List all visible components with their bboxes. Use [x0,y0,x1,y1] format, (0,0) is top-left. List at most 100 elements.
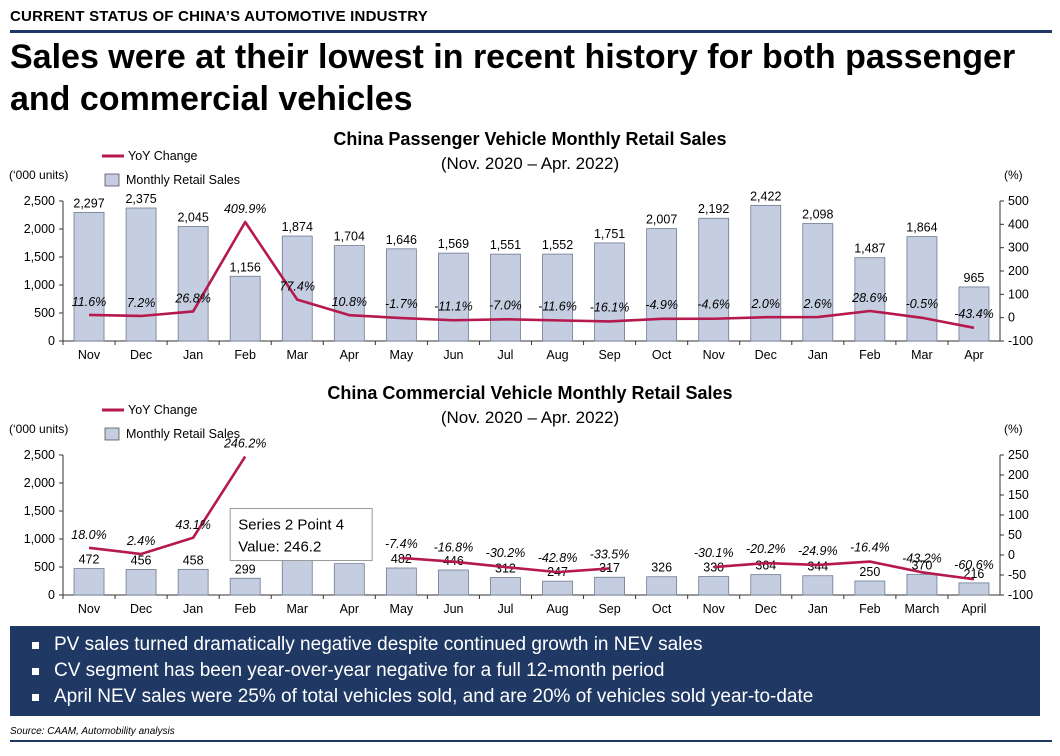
bar [73,568,105,596]
x-tick-label: Dec [130,602,152,616]
bar-value-label: 472 [79,553,100,567]
y-tick-label: 1,500 [24,250,55,264]
yoy-data-label: 409.9% [224,202,266,216]
bar-value-label: 1,487 [854,242,885,256]
x-tick-label: Jan [183,348,203,362]
bar-value-label: 370 [911,558,932,572]
x-tick-label: Sep [598,348,620,362]
key-takeaways: PV sales turned dramatically negative de… [10,626,1040,716]
x-tick-label: Jul [497,348,513,362]
bar-value-label: 2,297 [73,196,104,210]
bar [125,569,157,596]
x-tick-label: Apr [964,348,983,362]
bar-value-label: 2,045 [177,210,208,224]
bar-value-label: 299 [235,562,256,576]
bar [385,567,417,596]
bar [438,252,469,342]
y-tick-label: 1,000 [24,532,55,546]
yoy-data-label: -30.1% [694,546,734,560]
yoy-data-label: -16.1% [590,300,630,314]
legend-label: Monthly Retail Sales [126,427,240,441]
tooltip-line: Value: 246.2 [238,539,321,556]
yoy-data-label: -16.4% [850,541,890,555]
yoy-data-label: -20.2% [746,542,786,556]
bar [594,576,625,596]
y2-axis-label: (%) [1004,168,1023,182]
yoy-data-label: 2.6% [803,297,833,311]
y-tick-label: 2,500 [24,448,55,462]
yoy-data-label: -60.6% [954,558,994,572]
yoy-data-label: -33.5% [590,547,630,561]
x-tick-label: Feb [234,348,256,362]
tooltip-box [229,508,373,562]
yoy-data-label: 77.4% [280,280,315,294]
bar-value-label: 2,098 [802,208,833,222]
x-tick-label: May [390,348,414,362]
yoy-data-label: 246.2% [223,437,266,451]
yoy-data-label: 2.4% [126,534,156,548]
bar-value-label: 1,704 [334,230,365,244]
bar [229,577,261,596]
bar [490,577,521,596]
bar [333,563,365,596]
yoy-data-label: -43.4% [954,307,994,321]
y2-tick-label: 300 [1008,241,1029,255]
legend-bar-swatch [104,427,120,441]
x-tick-label: Apr [340,602,359,616]
bar-value-label: 1,569 [438,237,469,251]
bar [906,236,938,342]
bar [698,576,730,596]
x-tick-label: Jun [443,348,463,362]
yoy-line [88,455,247,556]
bar [854,257,886,342]
bar-value-label: 364 [755,559,776,573]
bullet-item: PV sales turned dramatically negative de… [32,632,1040,658]
bar [385,248,417,342]
yoy-data-label: -7.4% [385,537,418,551]
yoy-data-label: 26.8% [174,291,210,305]
y2-tick-label: -50 [1008,568,1026,582]
yoy-line [713,560,975,581]
y2-tick-label: 100 [1008,508,1029,522]
bar-value-label: 2,192 [698,202,729,216]
y2-tick-label: 0 [1008,311,1015,325]
legend-label: YoY Change [128,149,198,163]
x-tick-label: Aug [546,602,568,616]
bar-value-label: 344 [807,560,828,574]
x-tick-label: Feb [859,348,881,362]
y-tick-label: 0 [48,334,55,348]
x-tick-label: Dec [755,602,777,616]
y2-tick-label: -100 [1008,588,1033,602]
y-tick-label: 2,500 [24,194,55,208]
bar-value-label: 1,156 [230,260,261,274]
yoy-data-label: -43.2% [902,551,942,565]
bar-value-label: 456 [131,553,152,567]
y2-tick-label: 100 [1008,287,1029,301]
yoy-data-label: -16.8% [434,541,474,555]
bar-value-label: 458 [183,553,204,567]
x-tick-label: Sep [598,602,620,616]
yoy-data-label: 11.6% [72,295,107,309]
bar [750,574,782,596]
x-tick-label: Aug [546,348,568,362]
bar-value-label: 330 [703,561,724,575]
yoy-data-label: -0.5% [906,297,939,311]
chart-subtitle: (Nov. 2020 – Apr. 2022) [441,408,619,427]
bar [333,245,365,342]
bar [750,204,782,342]
yoy-data-label: -42.8% [538,551,578,565]
bar [646,576,678,596]
bar [281,558,313,596]
y-tick-label: 2,000 [24,476,55,490]
bar [542,580,573,596]
x-tick-label: Dec [755,348,777,362]
yoy-data-label: -11.1% [434,299,473,313]
y-axis-label: (‘000 units) [9,422,68,436]
x-tick-label: Nov [78,348,101,362]
x-tick-label: March [905,602,940,616]
yoy-data-label: -4.9% [645,298,678,312]
bullet-item: CV segment has been year-over-year negat… [32,658,1040,684]
bar [125,207,157,342]
x-tick-label: May [390,602,414,616]
yoy-data-label: -1.7% [385,297,418,311]
